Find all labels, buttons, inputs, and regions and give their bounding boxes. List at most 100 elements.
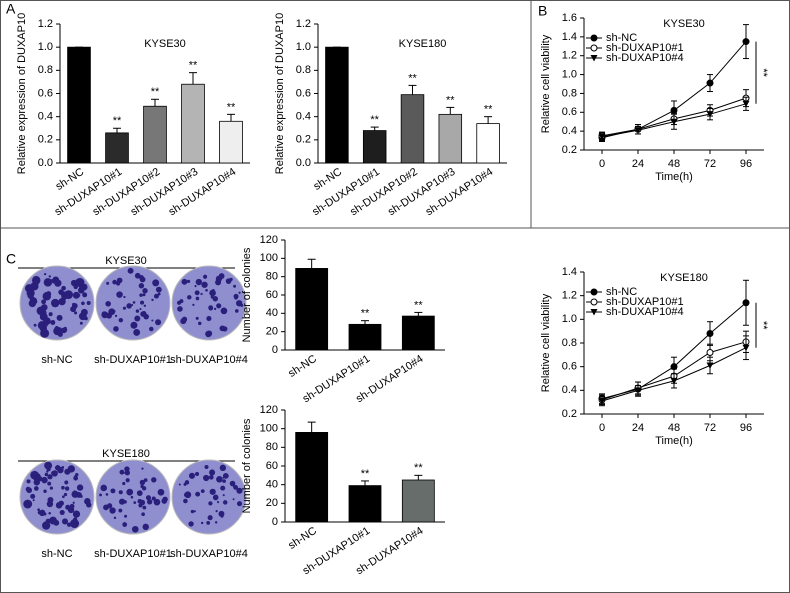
y-tick-label: 20: [266, 497, 278, 509]
colony: [187, 295, 192, 300]
y-tick-label: 0.2: [562, 144, 577, 156]
bar: [105, 132, 129, 164]
y-axis-label: Number of colonies: [241, 418, 253, 513]
bar: [362, 130, 387, 164]
colony: [59, 509, 65, 515]
colony: [37, 508, 40, 512]
significance: **: [408, 72, 417, 84]
colony: [61, 485, 65, 490]
colony: [73, 284, 78, 290]
colony: [71, 303, 78, 309]
colony: [67, 465, 75, 473]
colony: [240, 303, 244, 307]
colony: [125, 478, 130, 483]
marker: [598, 397, 606, 405]
y-tick-label: 0.6: [38, 87, 53, 99]
colony: [142, 505, 147, 510]
colony: [74, 311, 78, 315]
colony: [118, 490, 123, 495]
colony: [139, 308, 142, 311]
colony: [188, 472, 196, 479]
colony: [140, 300, 145, 305]
colony: [124, 514, 128, 518]
colony: [48, 467, 51, 470]
colony: [49, 516, 57, 525]
marker: [670, 377, 678, 385]
legend-label: sh-NC: [606, 286, 637, 298]
colony: [216, 303, 222, 309]
colony: [203, 474, 210, 482]
colony: [116, 291, 123, 298]
colony: [47, 481, 52, 486]
plate-label: sh-NC: [41, 548, 72, 560]
colony: [26, 479, 31, 484]
y-tick-label: 0.0: [38, 157, 53, 169]
x-tick-label: 96: [740, 158, 752, 170]
colony: [151, 496, 156, 501]
colony: [112, 279, 117, 285]
colony: [130, 495, 134, 499]
colony: [113, 516, 117, 520]
colony: [100, 484, 108, 492]
colony: [30, 493, 36, 499]
colony: [78, 312, 87, 321]
colony: [222, 326, 228, 332]
colony: [148, 326, 154, 332]
colony: [80, 283, 88, 291]
colony: [192, 303, 195, 307]
colony: [142, 288, 148, 294]
y-tick-label: 0.6: [562, 361, 577, 373]
colony: [112, 309, 116, 313]
colony: [200, 489, 205, 494]
colony: [195, 471, 200, 477]
marker: [742, 299, 750, 307]
y-tick-label: 0.2: [38, 134, 53, 146]
colony: [208, 474, 214, 480]
marker: [742, 38, 750, 46]
colony: [141, 486, 147, 491]
colony: [51, 470, 58, 477]
bar: [295, 431, 329, 523]
colony: [47, 474, 53, 480]
marker: [634, 127, 642, 134]
colony: [64, 486, 70, 491]
colony: [30, 290, 34, 295]
legend-label: sh-DUXAP10#4: [606, 52, 684, 64]
colony: [194, 285, 197, 288]
colony: [76, 293, 81, 297]
y-tick-label: 60: [266, 289, 278, 301]
y-tick-label: 0.4: [562, 125, 577, 137]
bar: [295, 268, 329, 351]
colony: [40, 328, 50, 338]
colony: [232, 498, 235, 501]
colony: [213, 307, 217, 311]
plate-label: sh-DUXAP10#4: [170, 548, 248, 560]
colony: [184, 480, 190, 485]
chart-title: KYSE180: [399, 38, 447, 50]
colony: [106, 281, 110, 285]
colony: [195, 316, 199, 320]
chart-title: KYSE30: [663, 18, 705, 30]
plate-label: sh-NC: [41, 354, 72, 366]
significance: **: [414, 299, 423, 311]
colony: [143, 478, 148, 483]
y-tick-label: 1.2: [296, 18, 311, 30]
colony: [79, 321, 83, 325]
marker: [670, 106, 678, 114]
colony: [238, 291, 241, 294]
significance: **: [151, 86, 160, 98]
colony: [184, 491, 192, 499]
y-tick-label: 1.0: [296, 41, 311, 53]
colony: [151, 298, 154, 302]
marker: [742, 100, 750, 108]
y-axis-label: Relative cell viability: [540, 34, 552, 133]
colony: [143, 304, 147, 308]
colony: [23, 499, 33, 509]
bar: [400, 94, 425, 164]
bar: [348, 323, 382, 351]
colony: [209, 469, 216, 476]
colony: [63, 492, 68, 497]
colony: [200, 521, 204, 525]
plate-label: sh-DUXAP10#1: [94, 354, 172, 366]
